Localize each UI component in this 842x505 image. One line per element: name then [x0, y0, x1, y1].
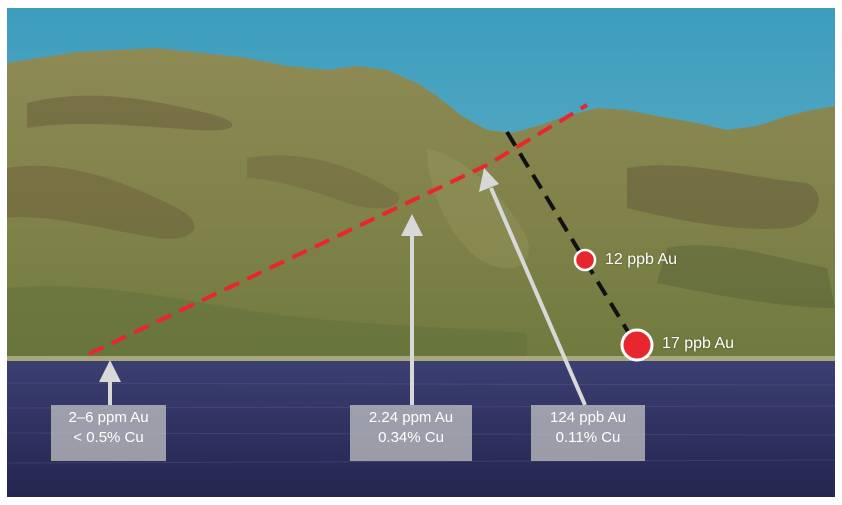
- sample-point-17: [620, 328, 654, 362]
- hillside: [7, 48, 835, 363]
- assay-box-left: 2–6 ppm Au < 0.5% Cu: [51, 405, 166, 461]
- photo-frame: 12 ppb Au 17 ppb Au 2–6 ppm Au < 0.5% Cu…: [7, 8, 835, 497]
- rock-texture: [627, 165, 819, 229]
- assay-box-right-line2: 0.11% Cu: [555, 429, 621, 446]
- rock-texture: [27, 95, 233, 131]
- arrow-left: [99, 360, 121, 405]
- assay-box-left-line1: 2–6 ppm Au: [68, 409, 149, 426]
- black-dashed-line: [505, 130, 649, 365]
- assay-box-right-line1: 124 ppb Au: [550, 409, 626, 426]
- rock-texture: [7, 285, 527, 360]
- rock-texture: [247, 155, 399, 209]
- red-dashed-line: [88, 103, 589, 356]
- arrow-right: [479, 168, 587, 406]
- assay-box-right: 124 ppb Au 0.11% Cu: [531, 405, 645, 461]
- arrow-middle: [401, 214, 423, 405]
- sample-point-12: [573, 248, 597, 272]
- assay-box-middle-line2: 0.34% Cu: [378, 429, 444, 446]
- landscape-photo: [7, 8, 835, 497]
- rock-texture: [657, 245, 835, 308]
- assay-box-left-line2: < 0.5% Cu: [73, 429, 144, 446]
- sample-label-17: 17 ppb Au: [662, 335, 735, 352]
- shoreline: [7, 356, 835, 362]
- sample-label-12: 12 ppb Au: [605, 251, 678, 268]
- assay-box-middle: 2.24 ppm Au 0.34% Cu: [350, 405, 472, 461]
- rock-texture: [7, 165, 195, 239]
- rock-texture: [427, 148, 529, 269]
- assay-box-middle-line1: 2.24 ppm Au: [368, 409, 454, 426]
